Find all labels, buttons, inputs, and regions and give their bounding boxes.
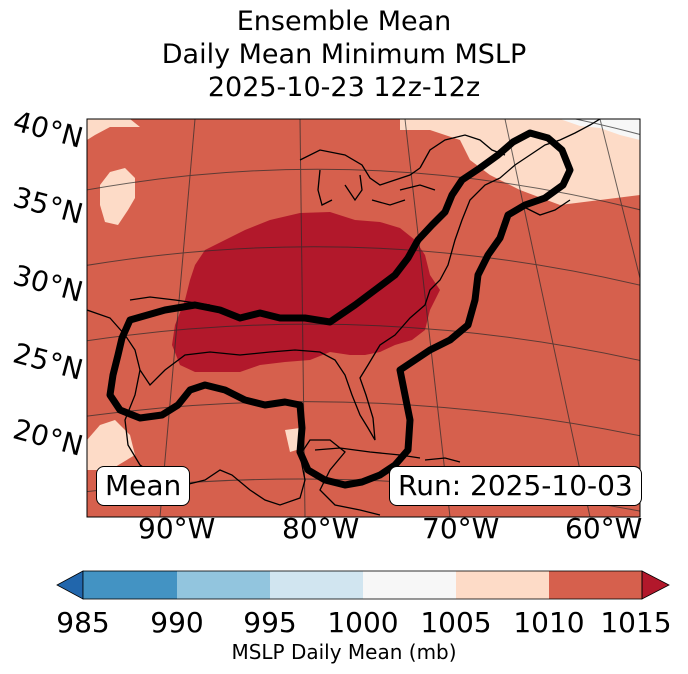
colorbar-extend-low: [56, 570, 84, 600]
colorbar-tick-995: 995: [243, 606, 297, 639]
colorbar-tick-985: 985: [56, 606, 110, 639]
colorbar-tick-1005: 1005: [420, 606, 492, 639]
field-1005-1010-northwest: [87, 119, 140, 140]
title-line-2: Daily Mean Minimum MSLP: [161, 39, 527, 70]
colorbar-bin-995-1000: [270, 571, 363, 599]
colorbar-tick-1015: 1015: [600, 606, 672, 639]
field-above-1015: [172, 212, 440, 372]
coastlines: [87, 119, 601, 516]
colorbar-tick-1000: 1000: [327, 606, 399, 639]
colorbar: [56, 570, 670, 600]
field-1005-1010-west: [100, 168, 135, 225]
colorbar-bin-985-990: [83, 571, 177, 599]
field-1005-1010-southwest: [87, 420, 135, 470]
ensemble-contour: [106, 129, 574, 489]
lon-label-60w: 60°W: [565, 512, 643, 545]
mslp-field: [87, 119, 640, 517]
colorbar-bin-1010-1015: [549, 571, 642, 599]
colorbar-bin-990-995: [177, 571, 270, 599]
mean-label-box: Mean: [96, 466, 191, 506]
colorbar-tick-990: 990: [150, 606, 204, 639]
colorbar-tick-1010: 1010: [513, 606, 585, 639]
lon-label-90w: 90°W: [138, 512, 216, 545]
colorbar-bin-1000-1005: [363, 571, 456, 599]
field-1000-1005: [560, 119, 640, 140]
map-frame: [86, 118, 641, 518]
lon-label-80w: 80°W: [282, 512, 360, 545]
colorbar-extend-high: [641, 570, 670, 600]
lon-label-70w: 70°W: [422, 512, 500, 545]
run-date-box: Run: 2025-10-03: [389, 466, 642, 506]
title-line-3: 2025-10-23 12z-12z: [207, 72, 481, 103]
colorbar-label: MSLP Daily Mean (mb): [231, 640, 457, 664]
title-line-1: Ensemble Mean: [236, 6, 452, 37]
colorbar-bin-1005-1010: [456, 571, 549, 599]
